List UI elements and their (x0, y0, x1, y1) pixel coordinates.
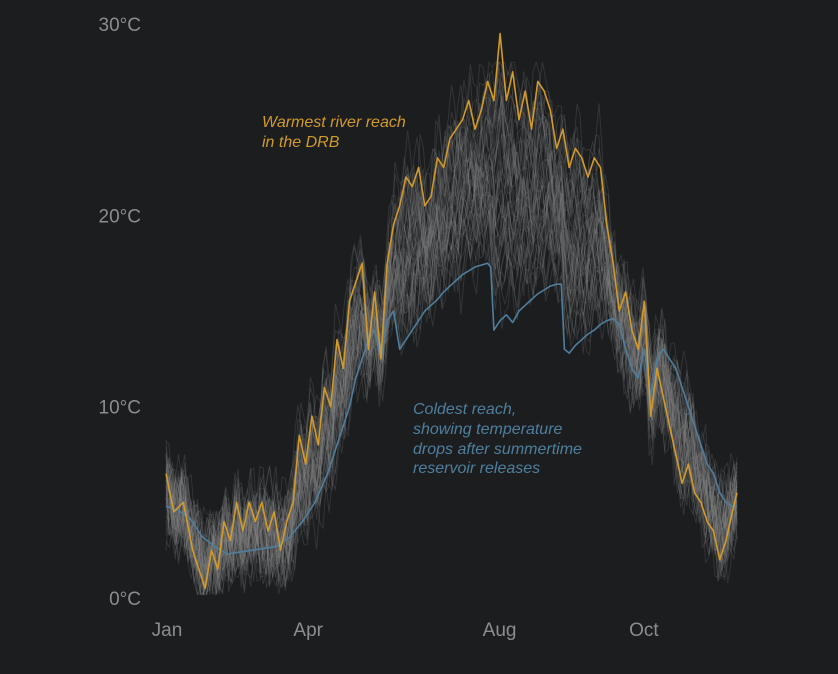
reach-line (165, 112, 738, 588)
reach-line (165, 132, 738, 596)
reach-line (165, 193, 738, 595)
coldest-annotation-line-1: Coldest reach, (413, 401, 516, 418)
reach-line (165, 116, 738, 588)
reach-line (165, 162, 738, 596)
reach-line (165, 72, 738, 595)
reach-line (165, 166, 738, 573)
reach-line (165, 162, 738, 583)
y-tick-label: 0°C (109, 589, 141, 610)
reach-line (165, 132, 738, 588)
warmest-reach-line (165, 32, 738, 590)
reach-line (165, 61, 738, 593)
reach-line (165, 147, 738, 591)
reach-line (165, 96, 738, 587)
reach-line (165, 60, 738, 595)
reach-line (165, 62, 738, 593)
reach-line (165, 69, 738, 595)
other-reaches-lines (165, 60, 738, 597)
reach-line (165, 193, 738, 587)
highlighted-reaches (165, 32, 738, 590)
x-tick-label: Aug (483, 620, 517, 641)
y-axis: 0°C 10°C 20°C 30°C (99, 15, 141, 610)
warmest-annotation-line-2: in the DRB (262, 134, 340, 151)
reach-line (165, 89, 738, 596)
y-tick-label: 30°C (99, 15, 141, 36)
warmest-annotation-line-1: Warmest river reach (262, 114, 406, 131)
reach-line (165, 184, 738, 588)
reach-line (165, 87, 738, 590)
x-axis: Jan Apr Aug Oct (152, 620, 660, 641)
warmest-annotation: Warmest river reach in the DRB (262, 114, 410, 151)
coldest-annotation-line-2: showing temperature (413, 421, 563, 438)
x-tick-label: Oct (629, 620, 659, 641)
x-tick-label: Apr (293, 620, 323, 641)
reach-line (165, 183, 738, 593)
reach-line (165, 91, 738, 597)
reach-line (165, 160, 738, 592)
y-tick-label: 20°C (99, 206, 141, 227)
coldest-annotation: Coldest reach, showing temperature drops… (413, 401, 586, 477)
reach-line (165, 233, 738, 595)
reach-line (165, 96, 738, 595)
reach-line (165, 192, 738, 594)
coldest-reach-line (165, 262, 737, 555)
coldest-annotation-line-3: drops after summertime (413, 441, 582, 458)
reach-line (165, 67, 738, 581)
reach-line (165, 174, 738, 582)
reach-line (165, 136, 738, 583)
x-tick-label: Jan (152, 620, 183, 641)
reach-line (165, 79, 738, 570)
reach-line (165, 187, 738, 570)
coldest-annotation-line-4: reservoir releases (413, 460, 540, 477)
reach-line (165, 151, 738, 595)
y-tick-label: 10°C (99, 398, 141, 419)
reach-line (165, 154, 738, 586)
reach-line (165, 206, 738, 583)
reach-line (165, 210, 738, 586)
reach-line (165, 160, 738, 591)
